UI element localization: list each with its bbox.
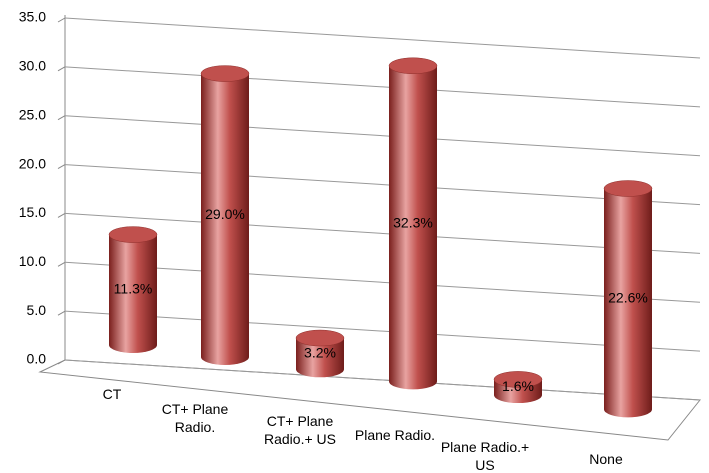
grid-line [64, 17, 701, 59]
value-label: 22.6% [608, 290, 648, 306]
cylinder-body [201, 73, 249, 365]
y-tick [57, 310, 66, 316]
value-label: 29.0% [205, 206, 245, 222]
cylinder-body [389, 65, 437, 390]
grid-line [64, 66, 701, 108]
bar [295, 329, 345, 378]
y-tick [57, 261, 66, 267]
y-tick-label: 30.0 [19, 58, 46, 74]
cylinder-body [109, 234, 157, 353]
y-tick-label: 15.0 [19, 204, 46, 220]
y-tick-label: 20.0 [19, 155, 46, 171]
bar [493, 371, 543, 404]
grid-line [64, 261, 701, 303]
x-tick-label: CT [102, 386, 122, 402]
y-tick-label: 5.0 [27, 302, 47, 318]
y-tick [57, 17, 66, 23]
cylinder-top [388, 57, 438, 75]
bar [200, 65, 250, 365]
x-tick-label: Plane Radio.+ US [440, 439, 530, 473]
cylinder-body [296, 338, 344, 378]
grid-line [64, 310, 701, 352]
value-label: 32.3% [393, 214, 433, 230]
y-tick [57, 164, 66, 170]
value-label: 3.2% [304, 344, 336, 360]
value-label: 11.3% [114, 280, 153, 296]
bar [108, 226, 158, 353]
y-tick-label: 0.0 [27, 351, 47, 367]
cylinder-top [295, 329, 345, 347]
x-tick-label: None [589, 451, 623, 467]
y-tick-label: 25.0 [19, 106, 46, 122]
y-tick-label: 35.0 [19, 9, 46, 25]
x-tick-label: CT+ Plane Radio. [161, 401, 229, 435]
y-tick [57, 212, 66, 218]
x-tick-label: CT+ Plane Radio.+ US [264, 413, 336, 447]
bar [388, 57, 438, 390]
grid-line [64, 212, 701, 254]
cylinder-top [200, 65, 250, 82]
x-tick-label: Plane Radio. [354, 427, 436, 443]
cylinder-body [604, 188, 652, 418]
cylinder-top [493, 371, 543, 388]
grid-line [64, 115, 701, 157]
bar [603, 180, 653, 418]
y-tick [57, 359, 66, 365]
grid-line [64, 359, 701, 401]
cylinder-top [108, 226, 158, 243]
value-label: 1.6% [502, 378, 534, 394]
y-tick [57, 66, 66, 72]
y-tick [57, 115, 66, 121]
y-tick-label: 10.0 [19, 253, 46, 269]
grid-line [64, 164, 701, 206]
cylinder-top [603, 180, 653, 197]
